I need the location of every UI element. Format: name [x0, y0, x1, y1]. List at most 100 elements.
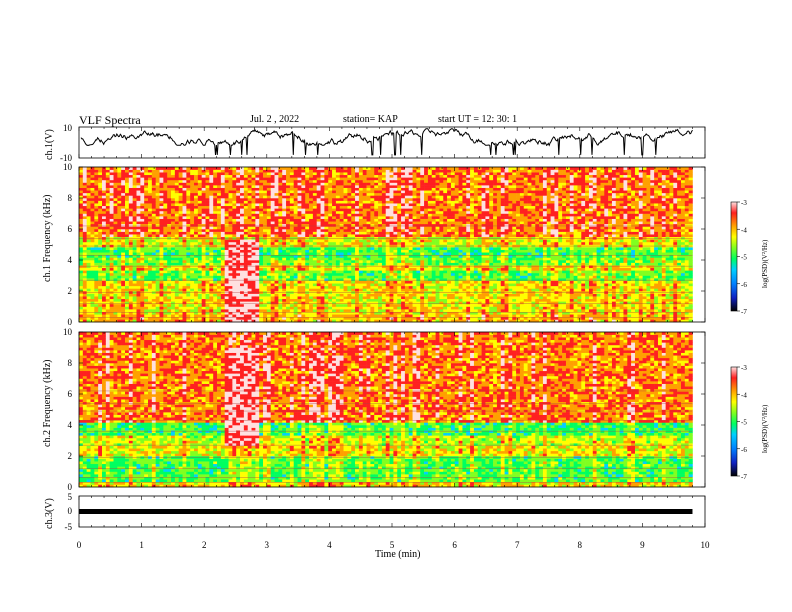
spectrogram-cell	[175, 283, 179, 286]
spectrogram-cell	[202, 239, 206, 242]
spectrogram-cell	[148, 312, 152, 315]
spectrogram-cell	[129, 170, 133, 173]
spectrogram-cell	[179, 175, 183, 178]
spectrogram-cell	[148, 247, 152, 250]
spectrogram-cell	[87, 226, 91, 229]
spectrogram-cell	[129, 273, 133, 276]
ch1-waveform-trace-group	[81, 129, 693, 155]
spectrogram-cell	[114, 273, 118, 276]
spectrogram-cell	[110, 281, 114, 284]
spectrogram-cell	[202, 232, 206, 235]
spectrogram-cell	[114, 281, 118, 284]
spectrogram-cell	[144, 183, 148, 186]
spectrogram-cell	[121, 172, 125, 175]
spectrogram-cell	[148, 193, 152, 196]
spectrogram-cell	[152, 257, 156, 260]
spectrogram-cell	[102, 193, 106, 196]
spectrogram-cell	[144, 273, 148, 276]
spectrogram-cell	[87, 170, 91, 173]
spectrogram-cell	[137, 273, 141, 276]
spectrogram-cell	[179, 203, 183, 206]
spectrogram-cell	[175, 201, 179, 204]
spectrogram-cell	[121, 229, 125, 232]
spectrogram-cell	[163, 283, 167, 286]
spectrogram-cell	[87, 278, 91, 281]
spectrogram-cell	[140, 278, 144, 281]
spectrogram-cell	[206, 288, 210, 291]
spectrogram-cell	[114, 283, 118, 286]
spectrogram-cell	[194, 193, 198, 196]
spectrogram-cell	[114, 299, 118, 302]
spectrogram-cell	[160, 232, 164, 235]
spectrogram-cell	[133, 198, 137, 201]
spectrogram-cell	[83, 190, 87, 193]
spectrogram-cell	[140, 185, 144, 188]
spectrogram-cell	[144, 180, 148, 183]
spectrogram-cell	[98, 304, 102, 307]
spectrogram-cell	[114, 232, 118, 235]
spectrogram-cell	[167, 250, 171, 253]
spectrogram-cell	[110, 170, 114, 173]
spectrogram-cell	[117, 283, 121, 286]
spectrogram-cell	[190, 276, 194, 279]
spectrogram-cell	[160, 239, 164, 242]
spectrogram-cell	[190, 314, 194, 317]
spectrogram-cell	[79, 268, 83, 271]
spectrogram-cell	[83, 294, 87, 297]
spectrogram-cell	[137, 203, 141, 206]
spectrogram-cell	[79, 201, 83, 204]
spectrogram-cell	[106, 304, 110, 307]
spectrogram-cell	[160, 296, 164, 299]
spectrogram-cell	[125, 304, 129, 307]
spectrogram-cell	[106, 263, 110, 266]
spectrogram-cell	[160, 273, 164, 276]
spectrogram-cell	[137, 190, 141, 193]
spectrogram-cell	[98, 296, 102, 299]
spectrogram-cell	[206, 283, 210, 286]
spectrogram-cell	[198, 242, 202, 245]
spectrogram-cell	[91, 260, 95, 263]
spectrogram-cell	[94, 276, 98, 279]
spectrogram-cell	[129, 304, 133, 307]
spectrogram-cell	[98, 229, 102, 232]
spectrogram-cell	[106, 229, 110, 232]
spectrogram-cell	[125, 175, 129, 178]
spectrogram-cell	[94, 170, 98, 173]
spectrogram-cell	[129, 195, 133, 198]
spectrogram-cell	[137, 180, 141, 183]
spectrogram-cell	[183, 221, 187, 224]
spectrogram-cell	[117, 172, 121, 175]
spectrogram-cell	[125, 263, 129, 266]
spectrogram-cell	[206, 234, 210, 237]
spectrogram-cell	[125, 276, 129, 279]
spectrogram-cell	[183, 239, 187, 242]
spectrogram-cell	[194, 234, 198, 237]
spectrogram-cell	[121, 239, 125, 242]
spectrogram-cell	[98, 299, 102, 302]
spectrogram-cell	[125, 211, 129, 214]
spectrogram-cell	[125, 288, 129, 291]
spectrogram-cell	[194, 314, 198, 317]
spectrogram-cell	[167, 216, 171, 219]
spectrogram-cell	[198, 239, 202, 242]
spectrogram-cell	[137, 278, 141, 281]
spectrogram-cell	[110, 257, 114, 260]
spectrogram-cell	[194, 273, 198, 276]
spectrogram-cell	[137, 175, 141, 178]
spectrogram-cell	[133, 203, 137, 206]
spectrogram-cell	[87, 172, 91, 175]
spectrogram-cell	[175, 288, 179, 291]
spectrogram-cell	[94, 185, 98, 188]
spectrogram-cell	[171, 294, 175, 297]
spectrogram-cell	[194, 281, 198, 284]
spectrogram-cell	[121, 252, 125, 255]
spectrogram-cell	[152, 183, 156, 186]
spectrogram-cell	[148, 167, 152, 170]
spectrogram-cell	[121, 198, 125, 201]
spectrogram-cell	[190, 234, 194, 237]
spectrogram-cell	[171, 221, 175, 224]
spectrogram-cell	[144, 265, 148, 268]
spectrogram-cell	[125, 198, 129, 201]
spectrogram-cell	[144, 312, 148, 315]
spectrogram-cell	[198, 288, 202, 291]
